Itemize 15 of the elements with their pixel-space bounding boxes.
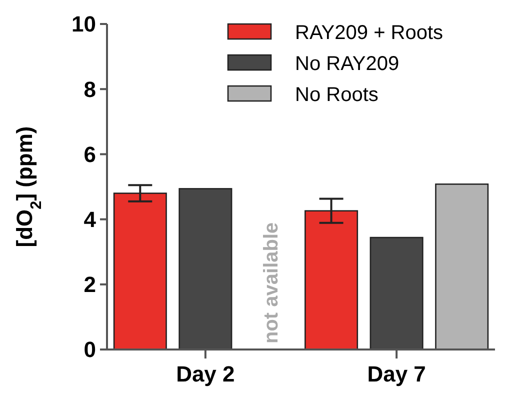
y-tick-label: 6 [84,142,96,167]
bar [370,236,424,350]
y-tick-label: 0 [84,337,96,362]
y-tick-label: 10 [72,12,96,37]
legend-label: RAY209 + Roots [295,22,444,44]
legend-label: No Roots [295,84,378,106]
legend-label: No RAY209 [295,53,400,75]
y-tick-label: 8 [84,76,96,102]
x-tick-label: Day 2 [176,362,235,386]
bar [178,188,232,350]
annotation: not available [260,222,283,344]
bar [435,183,489,350]
x-tick-label: Day 7 [367,362,426,386]
y-tick-label: 2 [84,272,96,298]
y-tick-label: 4 [84,207,97,232]
